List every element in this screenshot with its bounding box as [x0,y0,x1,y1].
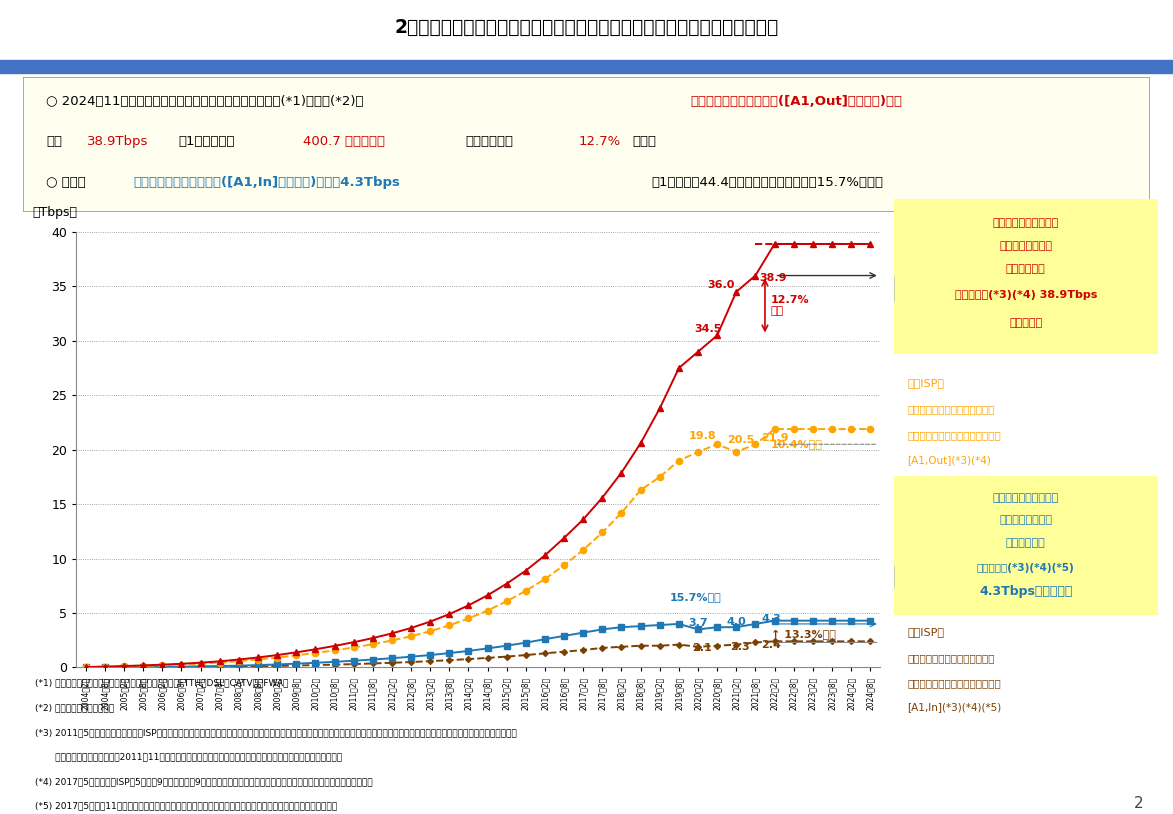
Text: 増）。: 増）。 [632,135,657,148]
Text: トラヒック(*3)(*4) 38.9Tbps: トラヒック(*3)(*4) 38.9Tbps [955,291,1097,300]
Text: 400.7 ペタバイト: 400.7 ペタバイト [303,135,385,148]
Text: サービス契約者の: サービス契約者の [999,515,1052,526]
Text: 15.7%増加: 15.7%増加 [670,592,721,602]
Text: [A1,Out](*3)(*4): [A1,Out](*3)(*4) [907,455,991,465]
Text: 固定系ブロードバンド: 固定系ブロードバンド [992,493,1059,503]
Text: 4.0: 4.0 [727,617,746,627]
Text: 2.1: 2.1 [692,643,712,653]
Text: (*4) 2017年5月から協力ISPが5社から9社に増加し、9社からの情報による集計値及び推計値としたため、不連続が生じている: (*4) 2017年5月から協力ISPが5社から9社に増加し、9社からの情報によ… [35,777,372,786]
Text: ダウンロード: ダウンロード [1006,264,1045,274]
Text: 契約者のアップロードトラヒック: 契約者のアップロードトラヒック [907,679,1001,689]
Text: サービス契約者の: サービス契約者の [999,241,1052,251]
Text: (*1) 個人の利用者向け固定系ブロードバンドサービス（FTTH、DSL、CATV及びFWA）: (*1) 個人の利用者向け固定系ブロードバンドサービス（FTTH、DSL、CAT… [35,679,289,688]
Text: 38.9: 38.9 [759,273,787,283]
Text: 。前年同月比: 。前年同月比 [465,135,513,148]
Text: 19.8: 19.8 [689,431,716,441]
Text: 12.7%
増加: 12.7% 増加 [771,295,809,317]
Text: 契約者のダウンロードトラヒック: 契約者のダウンロードトラヒック [907,430,1001,440]
Text: 36.0: 36.0 [707,279,735,290]
Text: [A1,In](*3)(*4)(*5): [A1,In](*3)(*4)(*5) [907,702,1002,712]
Text: 2.4: 2.4 [761,640,781,650]
Text: 約: 約 [46,135,62,148]
Text: 協力ISPの: 協力ISPの [907,628,944,637]
Text: （1日あたり44.4ペタバイト。前年同月比15.7%増）。: （1日あたり44.4ペタバイト。前年同月比15.7%増）。 [652,176,883,189]
Text: 協力ISPの: 協力ISPの [907,379,944,388]
Text: ダウンロードトラヒック([A1,Out]から推計)は、: ダウンロードトラヒック([A1,Out]から推計)は、 [690,95,902,108]
Text: 21.9: 21.9 [761,433,788,443]
Bar [0,60,1173,73]
Text: 固定系ブロードバンドサービス: 固定系ブロードバンドサービス [907,654,995,663]
Text: 固定系ブロードバンドサービス: 固定系ブロードバンドサービス [907,405,995,414]
Text: ことが可能となったため、2011年11月から当該トラヒックを除く形でトラヒックの集計・推計を行うこととした: ことが可能となったため、2011年11月から当該トラヒックを除く形でトラヒックの… [35,753,341,762]
Text: ↑ 13.3%増加: ↑ 13.3%増加 [771,630,835,640]
Text: 4.3: 4.3 [761,614,781,624]
Text: 3.7: 3.7 [689,618,708,628]
Text: (*2) 一部の法人契約者を含む: (*2) 一部の法人契約者を含む [35,703,114,712]
Text: 2.3: 2.3 [731,642,751,652]
Text: アップロードトラヒック([A1,In]から推計)は、約4.3Tbps: アップロードトラヒック([A1,In]から推計)は、約4.3Tbps [134,176,401,189]
Text: 2．我が国の固定系ブロードバンドサービス契約者のトラヒック（推計値）: 2．我が国の固定系ブロードバンドサービス契約者のトラヒック（推計値） [394,19,779,37]
Text: 38.9Tbps: 38.9Tbps [87,135,148,148]
Text: 34.5: 34.5 [694,324,721,335]
Text: アップロード: アップロード [1006,537,1045,548]
Text: （推計値）: （推計値） [1009,318,1043,328]
Text: 20.5: 20.5 [727,435,754,445]
Text: （1日あたり約: （1日あたり約 [178,135,236,148]
Text: (*5) 2017年5月から11月までの期間に、協力事業者の一部において計測方法を見直したため、不連続が生じている: (*5) 2017年5月から11月までの期間に、協力事業者の一部において計測方法… [35,801,337,810]
Text: ○ 2024年11月の我が国の固定系ブロードバンドサービス(*1)契約者(*2)の: ○ 2024年11月の我が国の固定系ブロードバンドサービス(*1)契約者(*2)… [46,95,364,108]
Polygon shape [873,277,894,301]
Text: 12.7%: 12.7% [578,135,621,148]
Polygon shape [873,567,894,589]
Text: 10.4%増加: 10.4%増加 [771,440,822,449]
Text: 4.3Tbps（推計値）: 4.3Tbps（推計値） [979,584,1072,597]
Text: 2: 2 [1134,796,1144,811]
Text: ○ また、: ○ また、 [46,176,86,189]
Text: (*3) 2011年5月以前は、一部の協力ISPとブロードバンドサービス契約者との間のトラヒックに携帯電話網との間の移動通信トラヒックの一部が含まれていたが、当: (*3) 2011年5月以前は、一部の協力ISPとブロードバンドサービス契約者と… [35,729,516,737]
Text: 固定系ブロードバンド: 固定系ブロードバンド [992,217,1059,228]
Text: （Tbps）: （Tbps） [32,206,77,219]
FancyBboxPatch shape [883,470,1168,620]
FancyBboxPatch shape [23,77,1150,212]
Text: トラヒック(*3)(*4)(*5): トラヒック(*3)(*4)(*5) [977,562,1074,572]
FancyBboxPatch shape [883,193,1168,361]
